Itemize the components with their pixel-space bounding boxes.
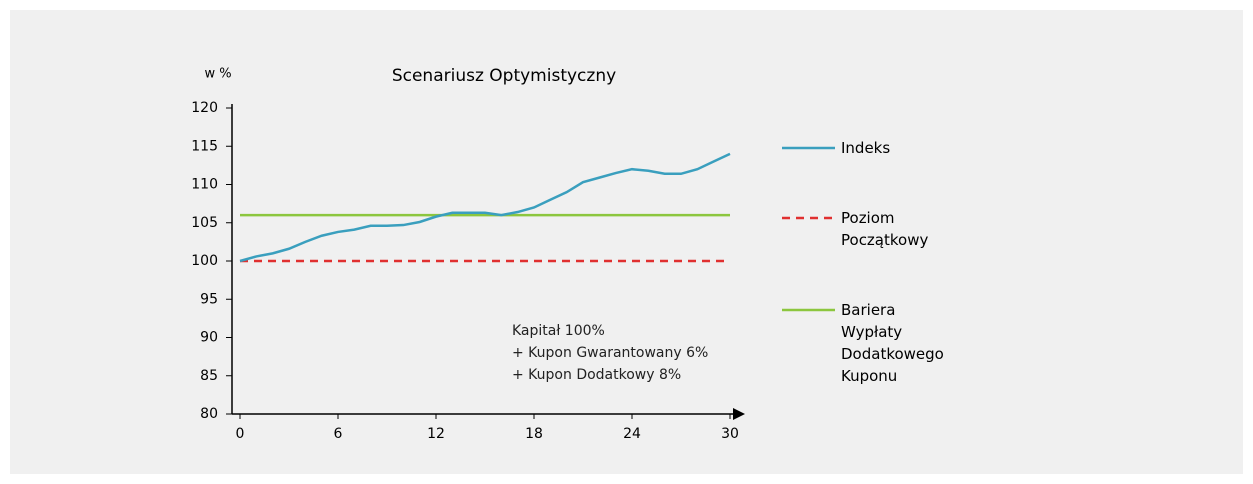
legend-label: Bariera Wypłaty Dodatkowego Kuponu — [841, 301, 944, 385]
x-tick-label: 18 — [525, 426, 543, 442]
x-axis-arrow — [733, 408, 745, 420]
y-tick-label: 80 — [200, 406, 218, 422]
panel — [10, 10, 1243, 474]
y-tick-label: 100 — [191, 253, 218, 269]
x-tick-label: 6 — [334, 426, 343, 442]
x-tick-label: 30 — [721, 426, 739, 442]
annotation-line: + Kupon Dodatkowy 8% — [512, 367, 682, 383]
x-tick-label: 12 — [427, 426, 445, 442]
legend-label: Poziom Początkowy — [841, 209, 929, 249]
y-tick-label: 105 — [191, 215, 218, 231]
y-tick-label: 110 — [191, 177, 218, 193]
y-tick-label: 120 — [191, 100, 218, 116]
annotation-line: + Kupon Gwarantowany 6% — [512, 345, 709, 361]
y-tick-label: 85 — [200, 368, 218, 384]
x-tick-label: 24 — [623, 426, 641, 442]
annotation: Kapitał 100% + Kupon Gwarantowany 6% + Kup… — [512, 320, 708, 386]
y-axis-label: w % — [204, 67, 231, 82]
x-tick-label: 0 — [236, 426, 245, 442]
y-tick-label: 90 — [200, 330, 218, 346]
y-tick-label: 95 — [200, 291, 218, 307]
chart-title: Scenariusz Optymistyczny — [392, 66, 616, 86]
y-tick-label: 115 — [191, 138, 218, 154]
legend-label: Indeks — [841, 139, 891, 157]
annotation-line: Kapitał 100% — [512, 323, 605, 339]
series-line — [239, 152, 731, 263]
